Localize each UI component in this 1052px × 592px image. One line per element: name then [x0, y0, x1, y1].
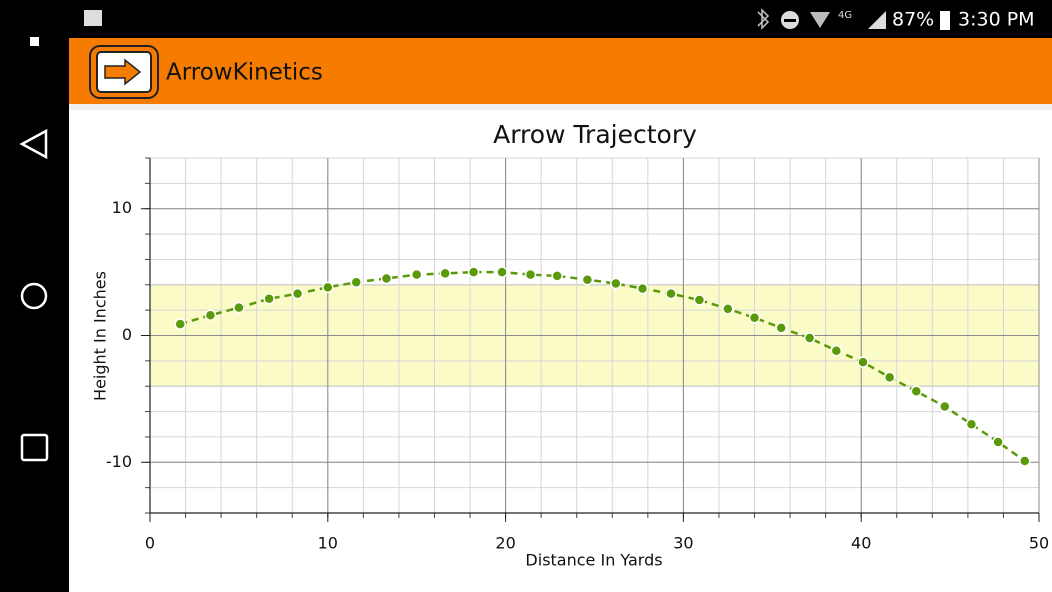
- nav-dot: [30, 37, 39, 46]
- x-tick-label: 50: [1029, 534, 1049, 553]
- bluetooth-icon: [757, 8, 770, 30]
- trajectory-point: [291, 287, 304, 300]
- recents-button[interactable]: [20, 433, 49, 462]
- wifi-icon: [810, 12, 830, 28]
- trajectory-point: [610, 277, 622, 290]
- trajectory-point: [551, 270, 563, 282]
- trajectory-point: [380, 272, 393, 285]
- trajectory-point: [439, 267, 451, 280]
- x-axis-label: Distance In Yards: [525, 551, 662, 570]
- app-title: ArrowKinetics: [166, 60, 323, 86]
- trajectory-point: [350, 276, 362, 288]
- trajectory-point: [410, 268, 423, 281]
- network-type: 4G: [838, 10, 852, 21]
- trajectory-point: [939, 400, 951, 413]
- trajectory-point: [263, 292, 275, 305]
- chart: Arrow Trajectory Distance In Yards Heigh…: [91, 120, 1050, 570]
- battery-icon: [940, 11, 950, 30]
- trajectory-point: [496, 266, 508, 278]
- clock: 3:30 PM: [958, 9, 1035, 31]
- gallery-icon: [84, 10, 102, 26]
- app-bar: [69, 38, 1052, 104]
- trajectory-point: [803, 332, 816, 344]
- home-button[interactable]: [20, 282, 48, 310]
- x-tick-label: 20: [495, 534, 515, 553]
- trajectory-point: [883, 371, 896, 384]
- x-tick-label: 40: [851, 534, 871, 553]
- trajectory-point: [467, 266, 480, 278]
- chart-title: Arrow Trajectory: [493, 120, 697, 149]
- trajectory-point: [174, 318, 186, 330]
- trajectory-point: [857, 356, 869, 368]
- trajectory-point: [322, 281, 334, 294]
- trajectory-point: [233, 301, 245, 314]
- y-tick-label: 10: [112, 198, 132, 217]
- trajectory-point: [830, 344, 843, 357]
- trajectory-point: [910, 385, 923, 398]
- y-tick-label: -10: [106, 452, 132, 471]
- trajectory-point: [748, 312, 761, 324]
- trajectory-point: [722, 303, 734, 315]
- dnd-bar: [784, 19, 796, 22]
- y-tick-label: 0: [122, 325, 132, 344]
- trajectory-point: [775, 322, 787, 334]
- app-bar-shadow: [69, 104, 1052, 110]
- battery-percent: 87%: [892, 9, 934, 31]
- trajectory-point: [693, 294, 706, 306]
- trajectory-point: [636, 282, 649, 295]
- x-tick-label: 10: [318, 534, 338, 553]
- app-icon-arrow: [104, 58, 142, 86]
- trajectory-point: [204, 309, 217, 321]
- trajectory-point: [665, 287, 677, 300]
- x-tick-label: 30: [673, 534, 693, 553]
- trajectory-point: [524, 268, 537, 281]
- trajectory-point: [992, 436, 1004, 448]
- trajectory-point: [965, 418, 978, 430]
- trajectory-point: [581, 273, 594, 286]
- signal-icon: [868, 11, 886, 29]
- back-button[interactable]: [19, 128, 48, 160]
- y-axis-label: Height In Inches: [91, 271, 110, 401]
- trajectory-point: [1019, 455, 1031, 467]
- x-tick-label: 0: [145, 534, 155, 553]
